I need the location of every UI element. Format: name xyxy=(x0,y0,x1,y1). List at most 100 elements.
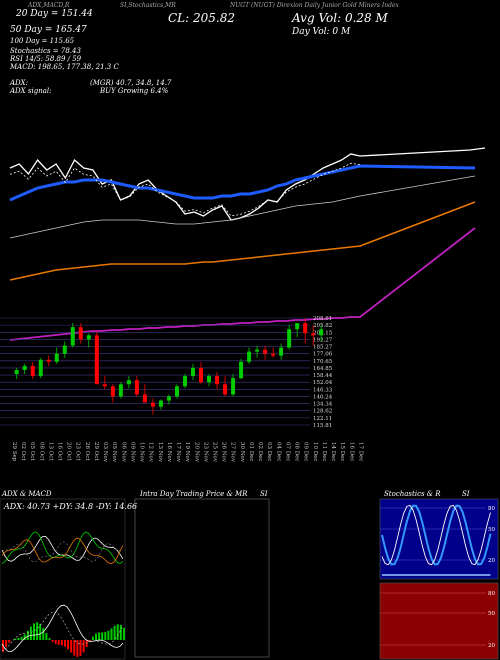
macd-bar xyxy=(82,640,85,653)
date-label: 16 Oct xyxy=(57,442,63,461)
candle-body xyxy=(46,359,51,362)
candle-body xyxy=(70,327,75,346)
ema-line-price xyxy=(9,147,486,221)
date-label: 23 Nov xyxy=(202,442,208,463)
macd-bar xyxy=(70,640,73,653)
macd-bar xyxy=(104,632,107,640)
candle-body xyxy=(102,384,107,387)
stoch-panel-title: Stochastics & R xyxy=(384,490,441,498)
price-level-label: 140.24 xyxy=(313,394,333,400)
date-label: 06 Nov xyxy=(120,442,126,463)
candle-body xyxy=(150,402,155,407)
macd-bar xyxy=(88,640,91,642)
candle-body xyxy=(22,365,27,370)
macd-bar xyxy=(48,638,51,640)
candle-body xyxy=(263,349,268,354)
candle-body xyxy=(319,329,324,336)
candle-body xyxy=(126,380,131,385)
candle-body xyxy=(247,351,252,362)
stoch-label: Stochastics = 78.43 xyxy=(10,47,81,55)
price-level-label: 128.62 xyxy=(313,409,332,415)
adx-panel-title: ADX & MACD xyxy=(2,490,52,498)
macd-bar xyxy=(119,624,122,640)
macd-bar xyxy=(76,640,79,657)
macd-bar xyxy=(110,628,113,640)
rsi-tick: 50 xyxy=(488,611,495,617)
date-label: 23 Oct xyxy=(75,442,81,461)
macd-label: MACD: 198.65, 177.38, 21.3 C xyxy=(10,63,119,71)
date-label: 01 Dec xyxy=(248,442,254,462)
candle-body xyxy=(134,380,139,395)
date-label: 12 Nov xyxy=(148,442,154,463)
stoch-tick: 80 xyxy=(488,506,495,512)
intraday-suffix: SI xyxy=(260,490,268,498)
adx-panel-readout: ADX: 40.73 +DY: 34.8 -DY: 14.66 xyxy=(4,502,138,511)
candle-body xyxy=(38,359,43,377)
macd-bar xyxy=(64,640,66,647)
date-label: 10 Nov xyxy=(139,442,145,463)
date-label: 26 Nov xyxy=(221,442,227,463)
stoch-d-line xyxy=(381,504,491,566)
macd-bar xyxy=(79,640,82,656)
candle-body xyxy=(118,384,123,397)
date-label: 03 Dec xyxy=(266,442,272,462)
minus-di-line xyxy=(1,537,124,565)
date-label: 13 Nov xyxy=(157,442,163,463)
intraday-title: Intra Day Trading Price & MR xyxy=(140,490,248,498)
candle-body xyxy=(14,369,19,375)
date-label: 07 Dec xyxy=(285,442,291,462)
candle-body xyxy=(287,329,292,348)
macd-bar xyxy=(42,627,45,640)
candle-body xyxy=(223,384,228,395)
macd-bar xyxy=(8,640,11,643)
candle-body xyxy=(166,396,171,401)
date-label: 08 Oct xyxy=(38,442,44,461)
close-price: CL: 205.82 xyxy=(168,11,235,25)
macd-bar xyxy=(95,633,97,640)
macd-bar xyxy=(101,632,104,640)
price-level-label: 146.33 xyxy=(313,387,333,393)
date-label: 03 Nov xyxy=(102,442,108,463)
date-label: 09 Dec xyxy=(303,442,309,462)
adx-signal-label: ADX signal: xyxy=(10,87,52,95)
candle-body xyxy=(295,323,300,330)
macd-line xyxy=(1,604,124,652)
stoch-k-line xyxy=(381,504,492,566)
macd-bar xyxy=(91,636,94,640)
date-label: 05 Nov xyxy=(111,442,117,463)
date-label: 02 Oct xyxy=(20,442,26,461)
date-label: 29 Sep xyxy=(11,442,17,462)
macd-bar xyxy=(26,630,29,640)
candle-body xyxy=(207,376,212,383)
price-level-label: 164.85 xyxy=(313,366,333,372)
candle-body xyxy=(255,349,260,352)
candle-body xyxy=(311,333,316,336)
ma100-label: 100 Day = 115.65 xyxy=(10,37,75,45)
candle-body xyxy=(30,365,35,377)
macd-bar xyxy=(122,627,125,640)
adx-panel xyxy=(0,498,126,660)
price-level-label: 170.65 xyxy=(313,359,333,365)
avg-volume: Avg Vol: 0.28 M xyxy=(292,11,388,25)
candle-body xyxy=(86,335,91,340)
intraday-panel xyxy=(134,498,270,658)
date-label: 10 Dec xyxy=(312,442,318,462)
date-label: 20 Oct xyxy=(66,442,72,461)
macd-bar xyxy=(33,623,35,640)
price-level-label: 185.27 xyxy=(313,345,333,351)
adx-line xyxy=(1,535,124,562)
macd-bar xyxy=(29,626,32,640)
macd-signal-line xyxy=(1,611,124,652)
macd-bar xyxy=(51,640,54,642)
date-label: 17 Dec xyxy=(357,442,363,462)
rsi-label: RSI 14/5: 58.89 / 59 xyxy=(10,55,82,63)
ema-line-200-day xyxy=(9,227,476,341)
date-label: 13 Oct xyxy=(47,442,53,461)
price-level-label: 177.06 xyxy=(313,352,333,358)
rsi-tick: 20 xyxy=(488,643,495,649)
macd-bar xyxy=(5,640,8,647)
macd-bar xyxy=(39,623,42,640)
candle-body xyxy=(62,345,67,354)
macd-bar xyxy=(36,622,39,640)
